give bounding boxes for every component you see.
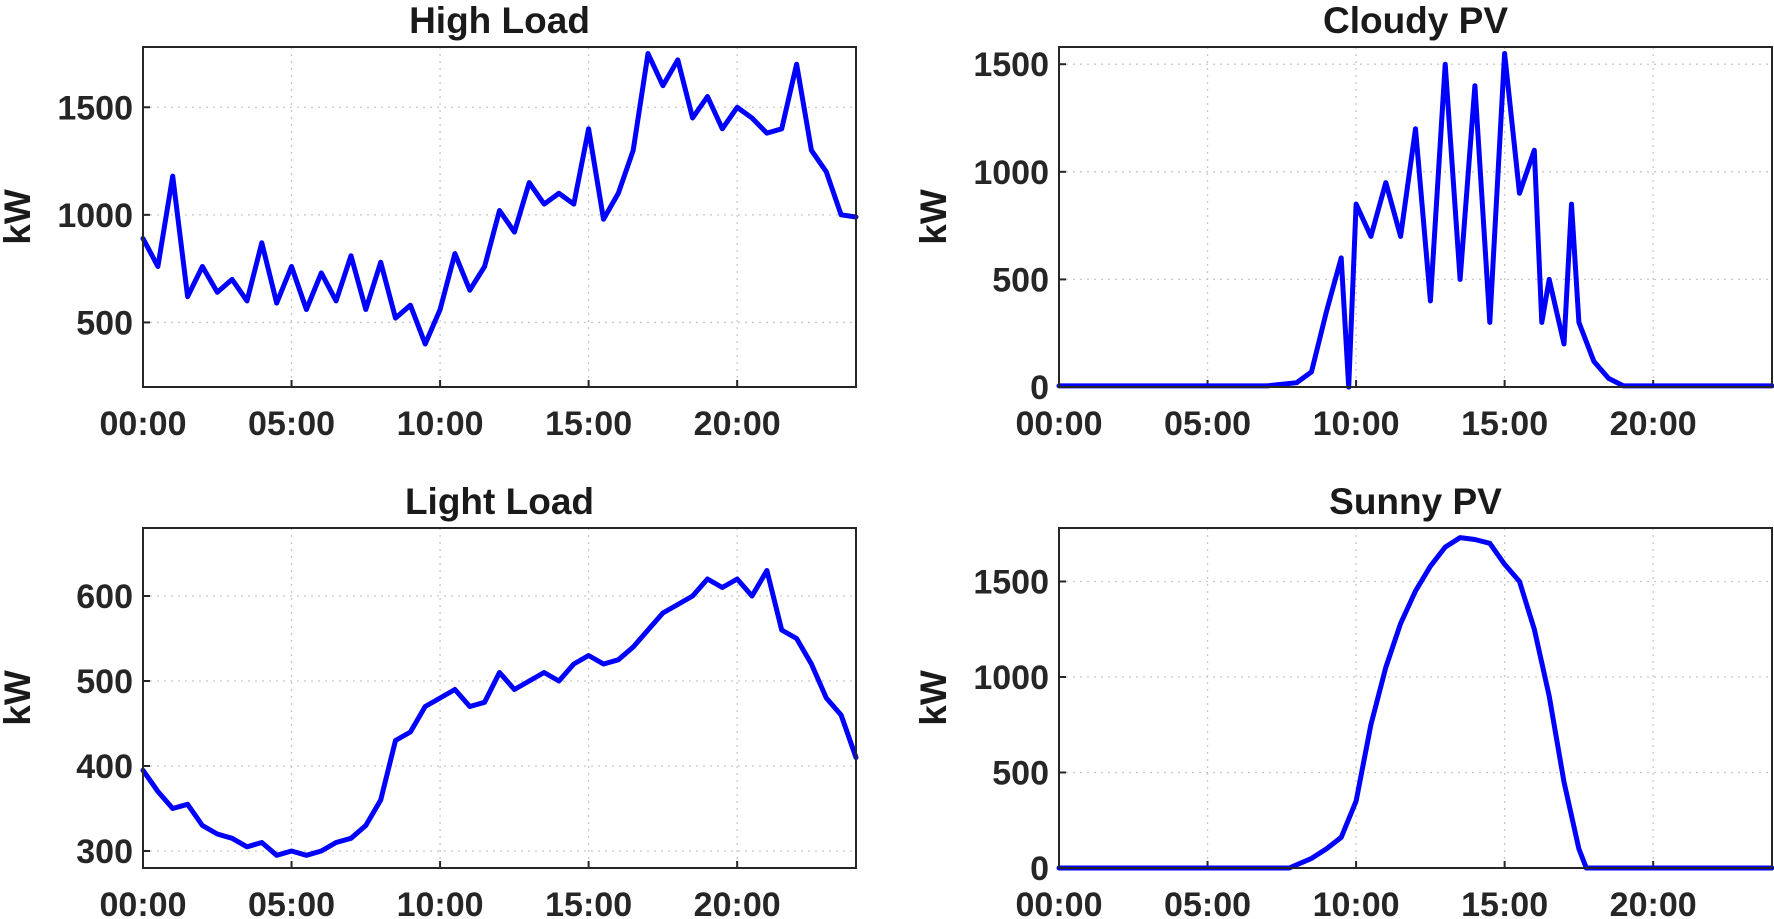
x-tick-label: 20:00 (1610, 886, 1697, 919)
plot-area (143, 528, 856, 868)
y-tick-label: 1000 (57, 197, 133, 235)
chart-title: Cloudy PV (1323, 0, 1508, 41)
x-tick-label: 00:00 (1016, 405, 1103, 443)
chart-title: Light Load (405, 481, 594, 522)
axes-frame (142, 46, 857, 388)
y-tick-label: 1000 (973, 154, 1049, 192)
y-axis-label: kW (913, 670, 954, 726)
plot-high-load: 00:00 05:00 10:00 15:00 20:00 500 1000 1500 High… (0, 0, 859, 443)
y-tick-label: 1000 (973, 659, 1049, 697)
y-tick-label: 400 (76, 748, 133, 786)
y-axis-label: kW (0, 189, 38, 245)
x-tick-label: 20:00 (694, 405, 781, 443)
chart-title: Sunny PV (1329, 481, 1502, 522)
series-line (140, 51, 859, 347)
axes-frame (1058, 527, 1773, 869)
y-tick-label: 500 (992, 754, 1049, 792)
y-tick-label: 0 (1030, 850, 1049, 888)
axes-frame (1058, 46, 1773, 388)
x-tick-label: 00:00 (1016, 886, 1103, 919)
y-axis-label: kW (913, 189, 954, 245)
x-tick-label: 10:00 (397, 405, 484, 443)
y-tick-label: 500 (992, 261, 1049, 299)
y-tick-label: 1500 (973, 563, 1049, 601)
x-tick-label: 00:00 (100, 886, 187, 919)
x-tick-label: 10:00 (1313, 405, 1400, 443)
plot-area (1059, 47, 1772, 387)
x-tick-label: 05:00 (1164, 886, 1251, 919)
plot-sunny-pv: 00:00 05:00 10:00 15:00 20:00 0 500 1000 1500 Sun… (913, 481, 1774, 919)
y-tick-label: 300 (76, 833, 133, 871)
x-tick-label: 20:00 (1610, 405, 1697, 443)
axes-frame (142, 527, 857, 869)
x-tick-label: 15:00 (1461, 886, 1548, 919)
series-line (140, 568, 859, 858)
y-tick-label: 600 (76, 578, 133, 616)
x-tick-label: 05:00 (1164, 405, 1251, 443)
plot-light-load: 00:00 05:00 10:00 15:00 20:00 300 400 500 600 Lig… (0, 481, 859, 919)
y-tick-label: 500 (76, 304, 133, 342)
x-tick-label: 05:00 (248, 886, 335, 919)
x-tick-label: 05:00 (248, 405, 335, 443)
y-tick-label: 1500 (973, 46, 1049, 84)
y-tick-label: 0 (1030, 369, 1049, 407)
x-tick-label: 00:00 (100, 405, 187, 443)
plot-cloudy-pv: 00:00 05:00 10:00 15:00 20:00 0 500 1000 1500 Clo… (913, 0, 1774, 443)
x-tick-label: 10:00 (1313, 886, 1400, 919)
x-tick-label: 15:00 (545, 886, 632, 919)
x-tick-label: 20:00 (694, 886, 781, 919)
x-tick-label: 15:00 (1461, 405, 1548, 443)
x-tick-label: 10:00 (397, 886, 484, 919)
series-line (1056, 535, 1774, 871)
plot-area (1059, 528, 1772, 868)
y-tick-label: 1500 (57, 89, 133, 127)
x-tick-label: 15:00 (545, 405, 632, 443)
chart-title: High Load (409, 0, 590, 41)
series-line (1056, 51, 1774, 390)
y-tick-label: 500 (76, 663, 133, 701)
y-axis-label: kW (0, 670, 38, 726)
